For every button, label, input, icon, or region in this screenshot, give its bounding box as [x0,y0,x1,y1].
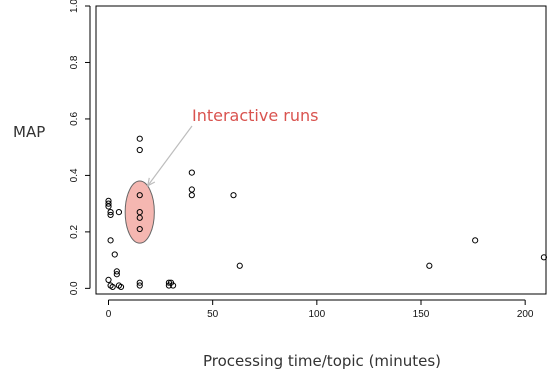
data-point [188,192,195,199]
x-axis-title: Processing time/topic (minutes) [203,352,441,370]
y-tick-label: 0.0 [69,281,80,295]
data-point [230,192,237,199]
data-point [117,283,125,291]
data-point [107,237,114,244]
data-point [136,214,143,221]
data-point [107,209,114,216]
data-point [136,146,143,154]
data-point [113,271,120,278]
data-point [136,135,143,142]
y-tick-label: 0.2 [69,224,80,238]
x-tick-label: 150 [413,309,430,320]
data-point [188,169,195,176]
interactive-runs-ellipse [124,180,155,244]
x-tick-label: 0 [106,309,112,320]
data-point [105,200,112,207]
points-layer [105,135,548,291]
data-point [540,254,548,261]
x-tick-label: 50 [207,309,219,320]
y-tick-label: 0.8 [69,55,80,69]
data-point [115,209,123,216]
data-point [107,211,114,219]
y-axis-title: MAP [13,123,45,141]
annotation-arrowhead [146,177,156,187]
data-point [136,225,143,233]
annotation-arrow [147,125,193,187]
data-point [136,279,143,286]
y-tick-label: 0.4 [69,168,80,182]
y-tick-label: 0.6 [69,112,80,126]
x-tick-label: 200 [517,309,534,320]
y-tick-label: 1.0 [69,0,80,13]
plot-frame [95,5,547,295]
data-point [426,262,433,269]
data-point [113,268,120,275]
data-point [188,186,195,193]
x-axis: 0 50 100 150 200 [106,299,534,320]
y-axis: 0.0 0.2 0.4 0.6 0.8 1.0 [69,0,91,295]
data-point [472,237,479,244]
data-point [169,282,177,289]
data-point [136,282,143,289]
data-point [136,192,143,199]
annotation-text: Interactive runs [192,106,318,125]
data-point [165,279,173,286]
highlight-layer [124,180,155,244]
data-point [109,283,116,291]
data-point [236,262,243,269]
x-tick-label: 100 [308,309,325,320]
data-point [111,251,118,258]
data-point [105,203,112,210]
data-point [105,276,112,283]
